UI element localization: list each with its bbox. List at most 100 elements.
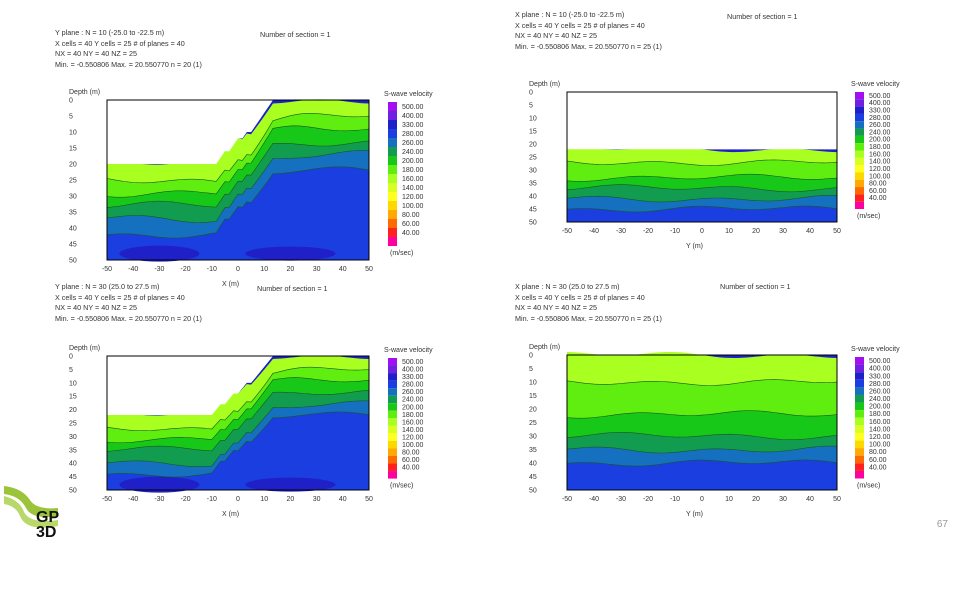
legend-swatch xyxy=(855,143,864,151)
legend-swatch xyxy=(388,388,397,396)
legend-value: 80.00 xyxy=(402,212,420,219)
legend-swatch xyxy=(388,147,397,156)
contour-band-3 xyxy=(107,390,369,467)
y-tick-label: 50 xyxy=(529,488,537,495)
contour-band-5 xyxy=(107,166,369,260)
y-tick-label: 15 xyxy=(529,129,537,136)
panel-header: X plane : N = 10 (-25.0 to -22.5 m) X ce… xyxy=(515,10,662,52)
legend-swatch xyxy=(388,210,397,219)
header-line-1: Y plane : N = 10 (-25.0 to -22.5 m) xyxy=(55,28,165,37)
contour-panel-bottom-right: X plane : N = 30 (25.0 to 27.5 m) X cell… xyxy=(515,282,915,537)
y-tick-label: 40 xyxy=(69,461,77,468)
contour-band-5 xyxy=(567,459,837,490)
y-tick-label: 0 xyxy=(69,98,73,105)
y-tick-label: 50 xyxy=(529,220,537,227)
legend-value: 120.00 xyxy=(402,434,424,441)
air-region xyxy=(107,100,369,164)
legend-value: 260.00 xyxy=(869,388,891,395)
y-tick-label: 15 xyxy=(69,394,77,401)
contour-band-2 xyxy=(567,174,837,192)
contour-band-1 xyxy=(567,379,837,419)
y-axis-label: Depth (m) xyxy=(69,89,100,96)
legend-value: 330.00 xyxy=(869,107,891,114)
y-tick-label: 10 xyxy=(529,116,537,123)
legend-value: 330.00 xyxy=(402,122,424,129)
contour-band-0 xyxy=(107,99,369,183)
y-tick-label: 0 xyxy=(529,90,533,97)
legend-swatch xyxy=(388,463,397,472)
x-tick-label: -20 xyxy=(643,228,653,235)
section-count: Number of section = 1 xyxy=(720,282,791,291)
legend-title: S-wave velocity xyxy=(384,91,433,98)
legend-swatch xyxy=(388,111,397,120)
x-tick-label: 50 xyxy=(833,228,841,235)
legend-unit: (m/sec) xyxy=(390,483,413,490)
legend-swatch xyxy=(855,113,864,122)
legend-swatch xyxy=(855,440,864,449)
header-line-4: Min. = -0.550806 Max. = 20.550770 n = 25… xyxy=(515,41,662,51)
contour-lobe-left xyxy=(119,476,200,493)
x-tick-label: -40 xyxy=(589,496,599,503)
legend-swatch xyxy=(388,455,397,464)
legend-value: 500.00 xyxy=(869,93,891,100)
contour-chart: Depth (m) 0 5 10 15 20 25 30 35 40 45 50 -50 -40 -30 -2… xyxy=(529,81,900,250)
legend-value: 500.00 xyxy=(869,358,891,365)
legend-value: 40.00 xyxy=(402,230,420,237)
x-tick-label: 0 xyxy=(700,496,704,503)
contour-panel-bottom-left: Y plane : N = 30 (25.0 to 27.5 m) X cell… xyxy=(55,282,455,532)
x-tick-label: 10 xyxy=(260,266,268,273)
panel-header: Y plane : N = 10 (-25.0 to -22.5 m) X ce… xyxy=(55,28,202,70)
x-tick-label: -50 xyxy=(562,228,572,235)
header-line-4: Min. = -0.550806 Max. = 20.550770 n = 20… xyxy=(55,313,202,323)
header-line-2: X cells = 40 Y cells = 25 # of planes = … xyxy=(515,20,645,30)
air-region xyxy=(107,356,369,415)
contour-band-2 xyxy=(107,125,369,208)
legend-swatch xyxy=(855,417,864,426)
panel-header: Y plane : N = 30 (25.0 to 27.5 m) X cell… xyxy=(55,282,202,324)
legend-value: 180.00 xyxy=(402,167,424,174)
legend-value: 240.00 xyxy=(869,129,891,136)
x-tick-label: 30 xyxy=(779,228,787,235)
y-tick-label: 20 xyxy=(529,407,537,414)
x-axis-label: X (m) xyxy=(222,511,239,518)
contour-band-3 xyxy=(567,184,837,202)
legend-value: 40.00 xyxy=(869,195,887,202)
legend-swatch xyxy=(388,183,397,192)
y-tick-label: 5 xyxy=(529,103,533,110)
legend-value: 140.00 xyxy=(402,427,424,434)
legend-value: 260.00 xyxy=(402,389,424,396)
legend-value: 160.00 xyxy=(869,151,891,158)
legend-swatch xyxy=(388,192,397,201)
legend-value: 140.00 xyxy=(869,159,891,166)
x-axis-label: Y (m) xyxy=(686,511,703,518)
legend-swatch xyxy=(388,448,397,456)
header-line-1: Y plane : N = 30 (25.0 to 27.5 m) xyxy=(55,282,160,291)
legend-value: 100.00 xyxy=(402,203,424,210)
y-tick-label: 20 xyxy=(529,142,537,149)
legend-swatch xyxy=(388,380,397,389)
y-tick-label: 35 xyxy=(69,447,77,454)
legend-value: 140.00 xyxy=(402,185,424,192)
logo-text-top: GP xyxy=(36,509,59,526)
y-tick-label: 10 xyxy=(529,380,537,387)
x-tick-label: 30 xyxy=(779,496,787,503)
y-tick-label: 20 xyxy=(69,162,77,169)
page-number: 67 xyxy=(936,519,948,530)
legend-value: 60.00 xyxy=(402,457,420,464)
contour-line-3 xyxy=(106,140,370,208)
legend-value: 120.00 xyxy=(869,434,891,441)
legend-value: 140.00 xyxy=(869,426,891,433)
x-tick-label: -30 xyxy=(616,228,626,235)
legend-swatch xyxy=(388,219,397,228)
legend-swatch xyxy=(855,121,864,129)
legend-swatch xyxy=(855,372,864,380)
y-tick-label: 5 xyxy=(69,367,73,374)
legend-swatch xyxy=(388,120,397,129)
legend-swatch xyxy=(388,156,397,165)
legend-unit: (m/sec) xyxy=(857,483,880,490)
header-line-2: X cells = 40 Y cells = 25 # of planes = … xyxy=(515,292,645,302)
legend-swatch xyxy=(855,92,864,100)
legend-swatch xyxy=(855,201,864,209)
contour-band-1 xyxy=(107,367,369,443)
contour-line-2 xyxy=(106,125,370,198)
